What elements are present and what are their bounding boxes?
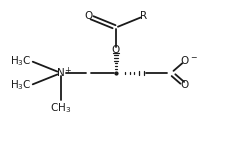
- Text: R: R: [139, 11, 146, 21]
- Text: N: N: [57, 68, 65, 78]
- Text: O: O: [84, 11, 92, 21]
- Text: −: −: [190, 53, 196, 62]
- Text: O: O: [111, 45, 120, 55]
- Text: $\mathregular{CH_3}$: $\mathregular{CH_3}$: [50, 101, 71, 115]
- Text: $\mathregular{H_3C}$: $\mathregular{H_3C}$: [9, 78, 31, 92]
- Text: +: +: [64, 66, 70, 74]
- Text: O: O: [180, 80, 188, 90]
- Text: $\mathregular{H_3C}$: $\mathregular{H_3C}$: [9, 54, 31, 68]
- Text: O: O: [180, 56, 188, 66]
